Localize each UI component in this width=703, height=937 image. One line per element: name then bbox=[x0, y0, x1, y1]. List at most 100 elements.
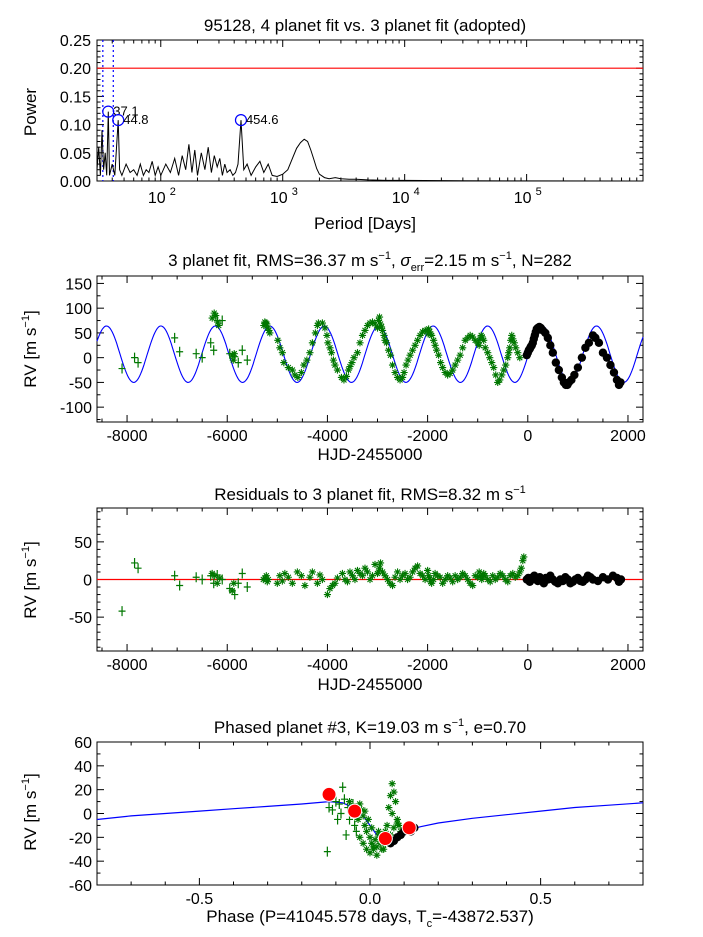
residual-point bbox=[216, 574, 224, 582]
rv-point bbox=[348, 359, 356, 367]
phased-point bbox=[368, 824, 376, 832]
rv-point bbox=[506, 344, 514, 352]
residual-point bbox=[456, 573, 464, 581]
peak-label: 44.8 bbox=[123, 112, 148, 127]
rv-point bbox=[439, 363, 447, 372]
residual-point bbox=[134, 563, 142, 574]
rv-point bbox=[577, 353, 587, 362]
residual-point bbox=[471, 572, 479, 580]
rv-point bbox=[306, 349, 314, 357]
residual-point bbox=[338, 569, 347, 578]
y-tick-label: 0.00 bbox=[60, 174, 91, 191]
x-tick-exponent: 3 bbox=[292, 186, 298, 198]
y-tick-label: 0.15 bbox=[60, 89, 91, 106]
residual-point bbox=[434, 572, 442, 580]
rv-point bbox=[546, 341, 555, 350]
x-tick-label: 2000 bbox=[610, 428, 646, 445]
binned-point bbox=[321, 786, 337, 802]
rv-point bbox=[384, 346, 393, 354]
y-tick-label: 0.05 bbox=[60, 146, 91, 163]
phased-point bbox=[390, 824, 398, 832]
rv-point bbox=[490, 363, 498, 372]
rv-point bbox=[308, 339, 316, 347]
rv-point bbox=[376, 320, 385, 328]
residual-point bbox=[449, 578, 457, 586]
rv-point bbox=[284, 363, 292, 372]
rv-point bbox=[291, 371, 299, 379]
binned-point bbox=[401, 820, 417, 836]
phased-point bbox=[339, 782, 347, 793]
x-tick-label: -2000 bbox=[407, 428, 448, 445]
residual-point bbox=[408, 568, 417, 576]
rv-point bbox=[411, 341, 419, 349]
rv-point bbox=[210, 309, 218, 317]
rv-point bbox=[375, 313, 384, 321]
rv-point bbox=[426, 328, 434, 336]
x-tick-label: 0 bbox=[523, 428, 532, 445]
residual-point bbox=[192, 572, 200, 583]
rv-point bbox=[329, 356, 338, 364]
rv-point bbox=[435, 351, 443, 359]
phased-point bbox=[368, 839, 376, 847]
rv-point bbox=[400, 368, 408, 377]
residual-point bbox=[514, 572, 522, 580]
periodogram-ylabel: Power bbox=[21, 88, 40, 137]
residual-point bbox=[439, 579, 447, 587]
residual-point bbox=[517, 564, 525, 572]
rv-point bbox=[171, 332, 179, 343]
rv-point bbox=[504, 354, 512, 362]
residual-point bbox=[464, 575, 472, 584]
residual-point bbox=[306, 573, 314, 581]
rv-point bbox=[425, 325, 433, 333]
phased-point bbox=[383, 821, 391, 830]
rv-point bbox=[377, 323, 386, 331]
residual-point bbox=[333, 574, 342, 582]
rv-point bbox=[350, 354, 358, 362]
phased-point bbox=[380, 845, 388, 853]
phased-point bbox=[371, 836, 379, 844]
residual-point bbox=[228, 587, 236, 595]
phased-plot bbox=[96, 780, 644, 859]
y-tick-label: 0.25 bbox=[60, 33, 91, 50]
rv-point bbox=[509, 335, 517, 343]
x-tick-exponent: 4 bbox=[414, 186, 420, 198]
residual-point bbox=[504, 578, 512, 586]
rv-point bbox=[616, 378, 625, 387]
rv-point bbox=[449, 366, 457, 374]
rv-point bbox=[378, 326, 387, 335]
x-tick-exponent: 5 bbox=[536, 186, 542, 198]
phased-point bbox=[362, 845, 371, 853]
rv-point bbox=[278, 349, 286, 357]
rv-point bbox=[198, 352, 206, 363]
x-tick-label: 0.5 bbox=[530, 891, 552, 908]
rv-point bbox=[594, 338, 604, 348]
phased-point bbox=[369, 843, 378, 851]
rv-point bbox=[344, 366, 353, 374]
residual-point bbox=[363, 568, 372, 576]
phased-panel: Phased planet #3, K=19.03 m s−1, e=0.70 … bbox=[20, 717, 644, 930]
residual-point bbox=[421, 575, 429, 584]
rv-point bbox=[230, 350, 238, 358]
rv-point bbox=[118, 363, 126, 374]
rv-point bbox=[276, 344, 284, 352]
rv-point bbox=[176, 346, 184, 357]
y-tick-label: -50 bbox=[69, 375, 92, 392]
rv-point bbox=[324, 339, 332, 347]
rv-point bbox=[215, 321, 223, 330]
x-tick-label: 2000 bbox=[610, 657, 646, 674]
rv-point bbox=[314, 319, 323, 327]
rv-point bbox=[243, 355, 251, 366]
residual-point bbox=[243, 582, 251, 593]
rv-point bbox=[208, 314, 216, 322]
residuals-title: Residuals to 3 planet fit, RMS=8.32 m s−… bbox=[214, 484, 526, 504]
phased-point bbox=[388, 809, 396, 818]
rv-point bbox=[602, 353, 612, 362]
residual-point bbox=[297, 572, 305, 580]
rv-point bbox=[388, 361, 397, 369]
residual-point bbox=[263, 578, 271, 586]
rv-point bbox=[478, 333, 486, 341]
phased-point bbox=[359, 839, 367, 847]
residual-point bbox=[171, 570, 179, 581]
rv-point bbox=[466, 331, 474, 339]
residual-point bbox=[479, 573, 487, 581]
